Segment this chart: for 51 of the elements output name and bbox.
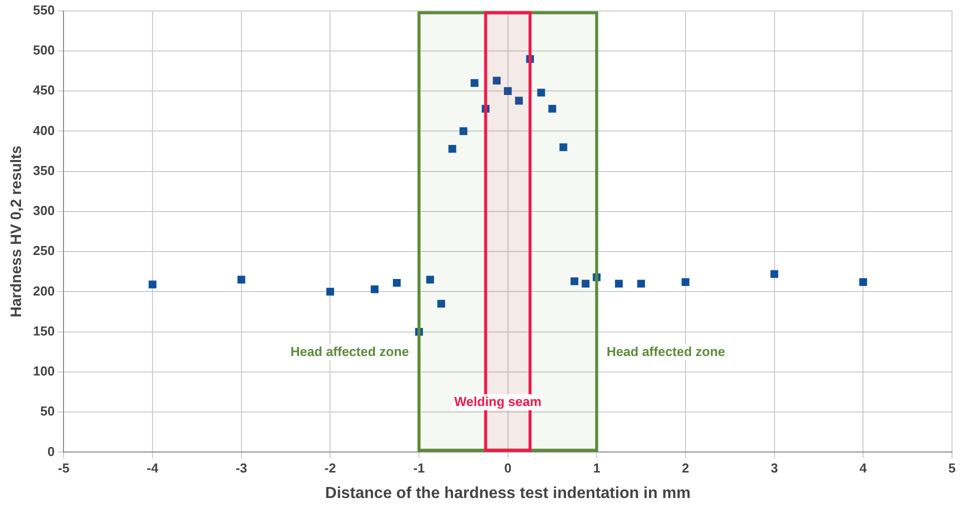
annotation: Head affected zone [606, 344, 726, 359]
point [637, 280, 645, 288]
y-axis-title: Hardness HV 0,2 results [8, 146, 26, 318]
x-tick-label: -1 [413, 460, 425, 476]
point [559, 143, 568, 152]
x-tick-label: 0 [504, 460, 512, 476]
y-tick-label: 450 [32, 82, 55, 98]
point [570, 277, 578, 286]
y-tick-label: 500 [32, 42, 55, 58]
x-tick-label: 4 [860, 460, 868, 476]
y-tick-label: 200 [32, 283, 55, 298]
point [614, 280, 623, 288]
point [448, 144, 456, 153]
point [326, 288, 334, 296]
x-tick-label: 2 [682, 460, 690, 476]
y-tick-label: 350 [32, 162, 55, 178]
point [537, 88, 546, 97]
y-tick-label: 100 [32, 364, 55, 379]
x-tick-label: 3 [770, 460, 778, 476]
y-tick-label: 150 [32, 323, 55, 338]
point [437, 300, 446, 308]
point [582, 280, 590, 288]
y-tick-label: 250 [32, 243, 55, 258]
point [504, 87, 512, 95]
point [148, 280, 156, 288]
x-tick-label: 1 [593, 460, 600, 476]
point [682, 278, 690, 286]
y-tick-label: 300 [32, 203, 55, 218]
point [515, 96, 523, 105]
point [392, 278, 401, 287]
x-tick-label: 5 [948, 460, 956, 476]
x-axis-title: Distance of the hardness test indentation in mm [325, 484, 691, 502]
y-tick-label: 400 [32, 122, 55, 138]
point [237, 276, 246, 284]
x-tick-label: -5 [58, 460, 70, 476]
x-tick-label: -2 [324, 460, 336, 476]
y-tick-label: 50 [40, 404, 55, 419]
y-tick-label: 0 [47, 444, 55, 459]
point [492, 76, 501, 85]
point [370, 285, 378, 294]
point [770, 270, 778, 278]
point [426, 276, 434, 284]
point [460, 127, 468, 136]
x-tick-label: -4 [146, 460, 160, 476]
point [470, 79, 478, 87]
point [548, 104, 556, 113]
band-label: Welding seam [454, 394, 542, 409]
y-tick-label: 550 [32, 2, 55, 18]
point [859, 278, 868, 286]
x-tick-label: -3 [236, 460, 248, 476]
annotation: Head affected zone [290, 344, 410, 359]
